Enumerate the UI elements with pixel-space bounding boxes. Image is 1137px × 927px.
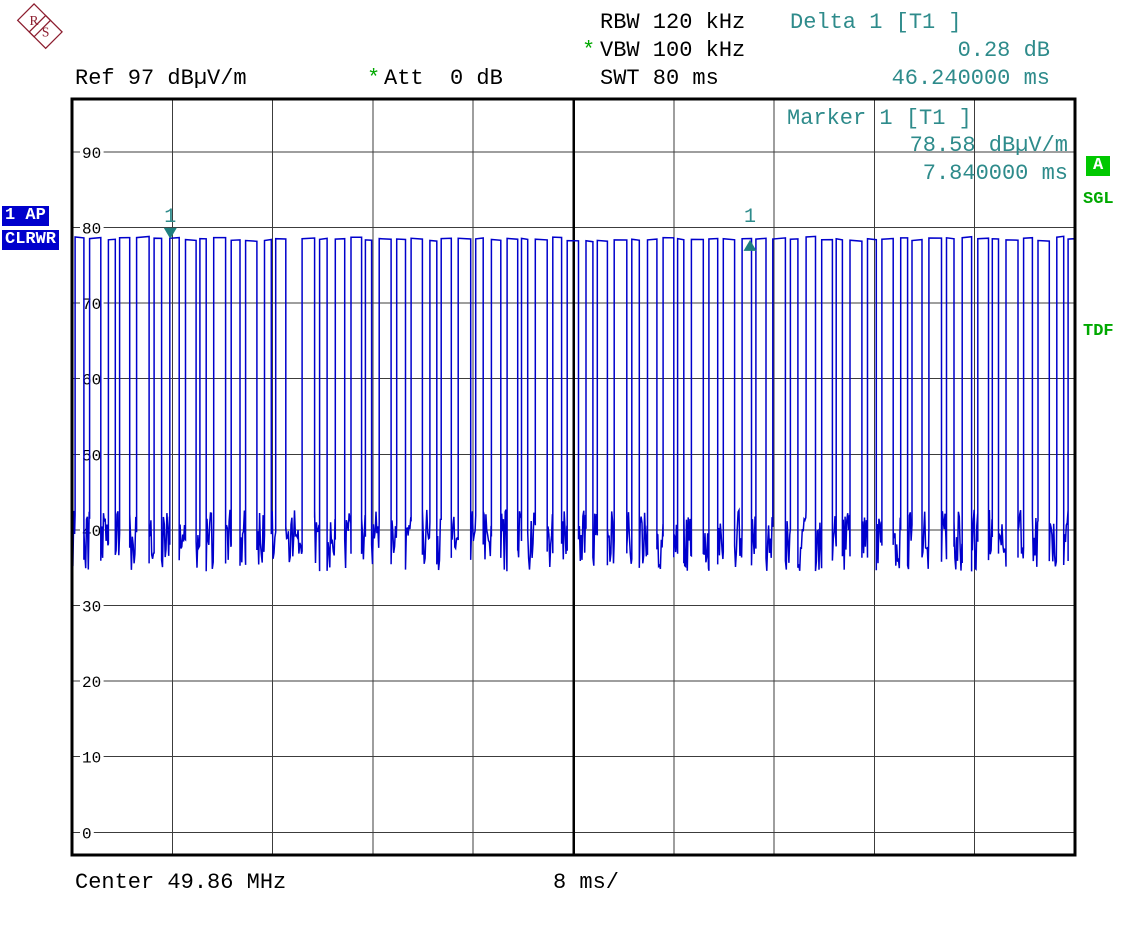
y-label-mask: [80, 369, 104, 388]
marker-1-symbol-icon: [163, 227, 177, 239]
transducer-indicator: TDF: [1083, 322, 1114, 341]
screen-a-badge: A: [1086, 156, 1111, 176]
logo-letter-s: S: [42, 25, 50, 40]
trace-1-clrwr: [71, 235, 1076, 572]
y-axis-tick-label: 20: [82, 674, 101, 692]
ref-level-readout: Ref 97 dBµV/m: [75, 66, 247, 91]
y-label-mask: [80, 596, 104, 615]
delta-marker-title: Delta 1 [T1 ]: [790, 10, 962, 35]
plot-frame: [70, 97, 1077, 857]
delta-1-label: 1: [744, 206, 756, 229]
y-axis-tick-label: 0: [82, 825, 92, 843]
delta-1-symbol-icon: [743, 239, 757, 251]
y-axis-tick-label: 10: [82, 750, 101, 768]
marker-time: 7.840000 ms: [922, 161, 1068, 186]
y-axis-tick-label: 30: [82, 599, 101, 617]
y-label-mask: [80, 218, 104, 237]
marker-level: 78.58 dBµV/m: [909, 133, 1068, 158]
y-label-mask: [80, 747, 104, 766]
y-axis-tick-label: 70: [82, 296, 101, 314]
vbw-readout: VBW 100 kHz: [600, 38, 746, 63]
trace-mode-badge: CLRWR: [2, 230, 60, 250]
vbw-changed-star-icon: *: [582, 38, 596, 63]
sweep-time-readout: SWT 80 ms: [600, 66, 719, 91]
rbw-readout: RBW 120 kHz: [600, 10, 746, 35]
marker-1-label: 1: [164, 206, 176, 229]
y-label-mask: [80, 294, 104, 313]
y-axis-tick-label: 50: [82, 447, 101, 465]
y-label-mask: [80, 142, 104, 161]
marker-title: Marker 1 [T1 ]: [787, 106, 972, 131]
center-frequency-readout: Center 49.86 MHz: [75, 870, 287, 895]
logo-diamond-s: [28, 14, 63, 50]
y-label-mask: [80, 672, 104, 691]
y-axis-tick-label: 60: [82, 372, 101, 390]
att-changed-star-icon: *: [367, 66, 381, 91]
y-label-mask: [80, 823, 94, 842]
time-per-div-readout: 8 ms/: [553, 870, 620, 895]
y-axis-tick-label: 90: [82, 145, 101, 163]
delta-marker-level: 0.28 dB: [957, 38, 1050, 63]
y-axis-tick-label: 80: [82, 221, 101, 239]
logo-letter-r: R: [30, 13, 39, 28]
attenuation-readout: Att 0 dB: [384, 66, 503, 91]
rohde-schwarz-logo: R S: [16, 3, 63, 50]
single-sweep-indicator: SGL: [1083, 190, 1114, 209]
trace-number-badge: 1 AP: [2, 206, 49, 226]
y-label-mask: [80, 445, 104, 464]
delta-marker-time: 46.240000 ms: [891, 66, 1050, 91]
